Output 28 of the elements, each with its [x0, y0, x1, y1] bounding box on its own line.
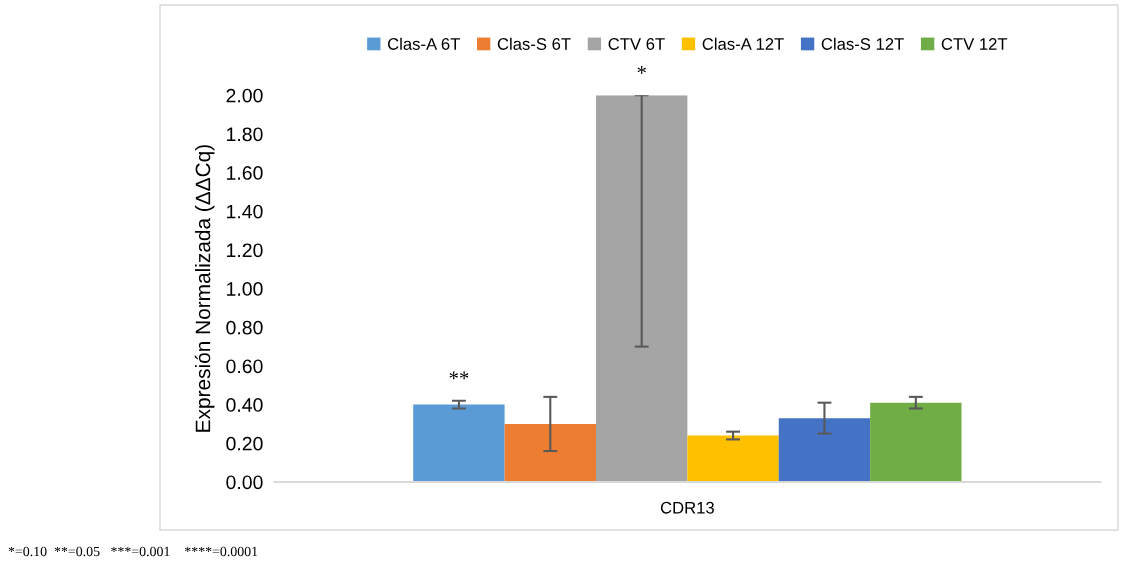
- y-tick-label: 0.20: [226, 436, 263, 451]
- legend-label: Clas-A 12T: [702, 37, 784, 50]
- y-tick-label: 0.40: [226, 398, 263, 412]
- y-tick-label: 0.80: [226, 320, 263, 335]
- legend-label: Clas-S 6T: [497, 37, 571, 50]
- y-tick-label: 1.60: [227, 166, 263, 180]
- bar: [595, 95, 688, 482]
- y-tick-label: 1.20: [227, 243, 263, 258]
- y-tick-label: 0.00: [226, 475, 263, 490]
- x-tick-label: CDR13: [660, 501, 714, 514]
- y-tick-label: 0.60: [226, 359, 263, 374]
- legend-label: CTV 6T: [608, 38, 665, 50]
- bar: [504, 423, 596, 482]
- data-label: **: [449, 371, 469, 380]
- y-tick-label: 1.80: [227, 127, 263, 142]
- legend-label: Clas-S 12T: [821, 37, 904, 50]
- y-tick-label: 2.00: [226, 88, 263, 103]
- bar: [687, 435, 779, 482]
- y-tick-label: 1.40: [227, 204, 263, 219]
- text: *=0.10 **=0.05 ***=0.001 ****=0.0001: [8, 546, 258, 557]
- legend-label: CTV 12T: [941, 38, 1008, 50]
- y-axis-title: Expresión Normalizada (ΔΔCq): [194, 145, 215, 432]
- bar: [413, 404, 505, 482]
- bar: [778, 418, 871, 482]
- data-label: *: [637, 66, 646, 74]
- y-tick-label: 1.00: [227, 282, 263, 296]
- legend-label: Clas-A 6T: [387, 37, 460, 50]
- bar: [870, 402, 962, 482]
